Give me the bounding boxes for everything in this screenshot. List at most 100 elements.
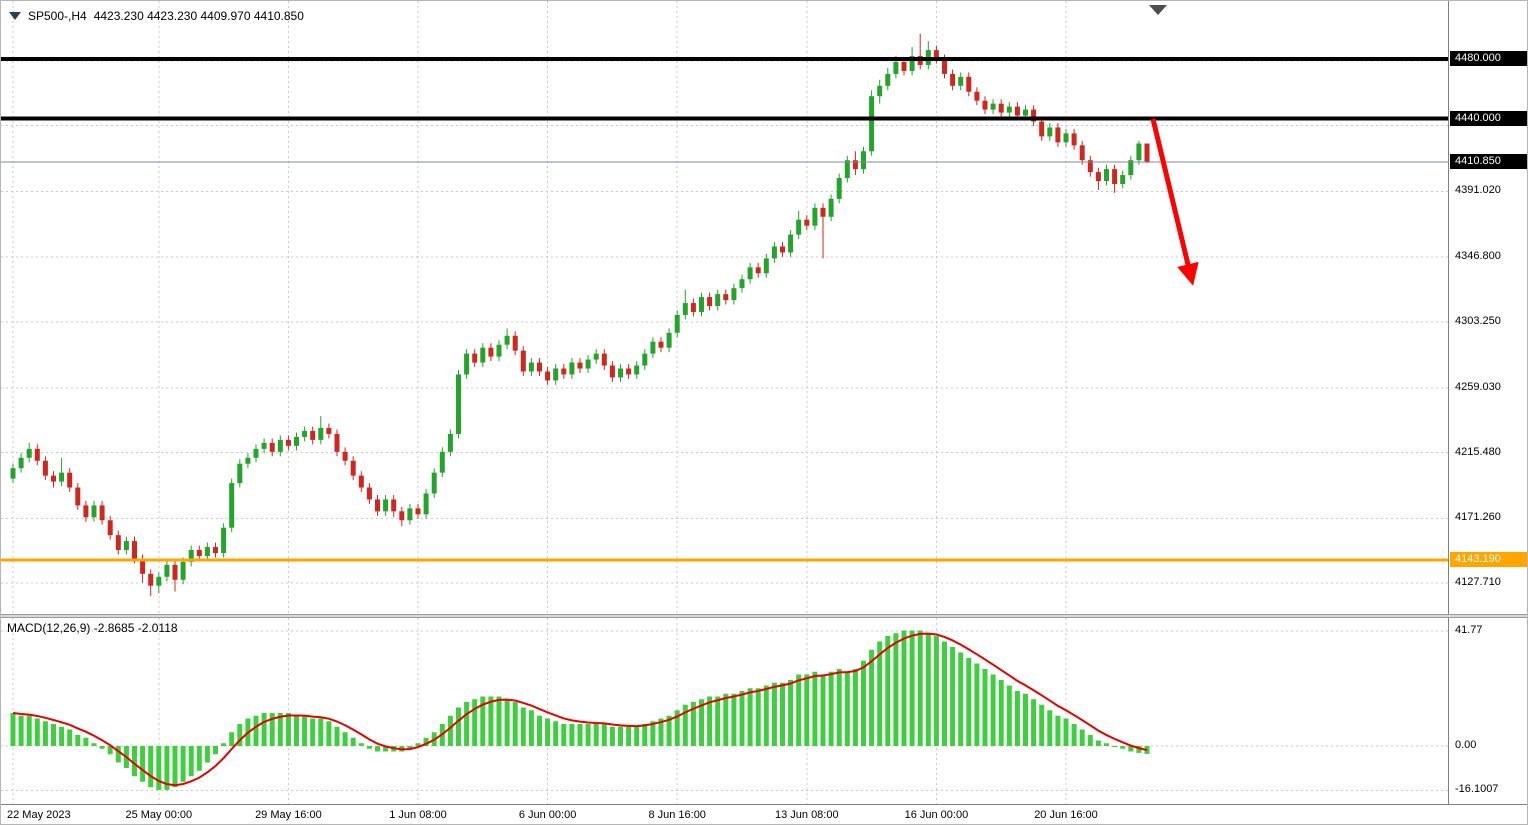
macd-histogram-bar [1071, 724, 1077, 746]
candle-body [690, 303, 696, 312]
macd-histogram-bar [1128, 746, 1134, 752]
candle-body [674, 314, 680, 333]
candle-body [650, 341, 656, 354]
candle-body [180, 561, 186, 580]
candle-body [253, 448, 259, 458]
main-gridlines [1, 1, 1448, 614]
panel-splitter[interactable] [1, 614, 1527, 618]
macd-histogram-bar [1079, 729, 1085, 746]
macd-histogram-bar [164, 746, 170, 790]
macd-histogram-bar [836, 669, 842, 746]
candles-layer [10, 33, 1150, 597]
price-grid-label: 4215.480 [1455, 445, 1501, 458]
candle-body [804, 219, 810, 226]
time-label: 22 May 2023 [7, 809, 71, 821]
macd-histogram-bar [1023, 693, 1028, 746]
macd-histogram-bar [966, 658, 972, 746]
symbol-timeframe-label: SP500-,H4 [28, 9, 87, 23]
candle-body [342, 451, 348, 461]
macd-histogram-bar [674, 710, 680, 746]
candle-body [982, 100, 988, 110]
macd-histogram-bar [528, 710, 534, 746]
macd-histogram-bar [852, 669, 858, 746]
candle-body [18, 457, 24, 469]
candle-body [358, 475, 364, 488]
level-lines-layer [1, 57, 1448, 562]
macd-histogram-bar [699, 699, 704, 746]
macd-histogram-bar [269, 713, 275, 746]
chart-shift-icon[interactable] [1149, 5, 1167, 15]
macd-histogram-bar [553, 721, 559, 746]
macd-histogram-bar [375, 746, 380, 752]
macd-histogram-bar [204, 746, 210, 763]
candle-body [447, 433, 453, 452]
candle-body [561, 368, 567, 375]
candle-body [1128, 160, 1134, 176]
candle-body [885, 73, 891, 86]
macd-axis-label: 41.77 [1455, 624, 1483, 637]
symbol-dropdown-icon[interactable] [9, 12, 21, 20]
macd-histogram-bar [172, 746, 178, 788]
candle-body [634, 365, 640, 375]
macd-histogram-bar [933, 636, 939, 746]
macd-histogram-bar [326, 721, 332, 746]
price-chart-panel[interactable]: SP500-,H4 4423.230 4423.230 4409.970 441… [1, 1, 1448, 614]
candle-body [334, 433, 340, 452]
macd-indicator-label: MACD(12,26,9) -2.8685 -2.0118 [7, 621, 178, 635]
candle-body [107, 520, 113, 536]
candle-body [901, 62, 907, 71]
candle-body [399, 511, 405, 521]
candle-body [415, 508, 421, 515]
macd-panel[interactable]: MACD(12,26,9) -2.8685 -2.0118 [1, 618, 1448, 804]
candle-body [237, 463, 243, 484]
macd-histogram-bar [804, 674, 810, 746]
candle-body [666, 332, 672, 348]
candle-body [59, 472, 65, 482]
macd-histogram-bar [472, 699, 478, 746]
macd-histogram-bar [1104, 743, 1109, 746]
macd-histogram-bar [75, 735, 81, 746]
sell-arrow-annotation[interactable] [1150, 118, 1199, 286]
candle-body [156, 576, 162, 586]
candle-body [75, 487, 81, 506]
candle-body [391, 499, 397, 512]
macd-histogram-bar [820, 674, 826, 746]
candle-body [1055, 127, 1061, 143]
candle-body [51, 475, 56, 482]
candle-body [326, 428, 332, 434]
candle-body [852, 160, 858, 170]
macd-histogram-bar [715, 696, 721, 746]
macd-histogram-bar [512, 702, 518, 746]
candle-body [464, 353, 470, 375]
macd-histogram-bar [180, 746, 186, 782]
price-grid-label: 4346.800 [1455, 250, 1501, 263]
macd-histogram-bar [447, 715, 453, 746]
macd-histogram-bar [156, 746, 162, 790]
ohlc-header: SP500-,H4 4423.230 4423.230 4409.970 441… [9, 9, 304, 23]
candle-body [67, 472, 73, 488]
candle-body [196, 550, 202, 556]
candle-body [164, 564, 170, 577]
price-badge: 4143.190 [1450, 552, 1527, 568]
macd-histogram-bar [99, 746, 105, 749]
candle-body [788, 234, 794, 253]
macd-histogram-bar [771, 682, 777, 746]
macd-histogram-bar [26, 715, 32, 746]
macd-histogram-layer [10, 630, 1150, 790]
macd-histogram-bar [1063, 718, 1069, 746]
price-chart-svg[interactable] [1, 1, 1448, 614]
macd-histogram-bar [569, 724, 575, 746]
candle-body [496, 344, 502, 357]
time-axis-divider [1, 804, 1527, 805]
macd-histogram-bar [383, 746, 389, 752]
candle-body [83, 505, 89, 518]
macd-histogram-bar [520, 707, 526, 746]
candle-body [974, 91, 980, 101]
macd-histogram-bar [59, 726, 65, 746]
macd-svg[interactable] [1, 618, 1448, 804]
price-axis: 4391.020 4346.800 4303.250 4259.030 4215.480… [1448, 1, 1527, 614]
macd-histogram-bar [901, 630, 907, 746]
macd-histogram-bar [893, 633, 899, 746]
macd-histogram-bar [366, 746, 372, 749]
candle-body [148, 573, 154, 586]
